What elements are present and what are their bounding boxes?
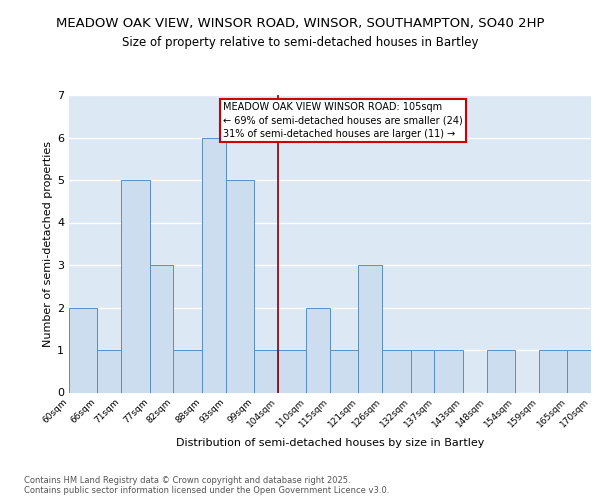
Bar	[306, 308, 330, 392]
Bar	[434, 350, 463, 393]
Bar	[149, 265, 173, 392]
Y-axis label: Number of semi-detached properties: Number of semi-detached properties	[43, 141, 53, 347]
Bar	[173, 350, 202, 393]
Bar	[97, 350, 121, 393]
Bar	[69, 308, 97, 392]
Bar	[202, 138, 226, 392]
Bar	[121, 180, 149, 392]
Bar	[254, 350, 278, 393]
Bar	[539, 350, 567, 393]
Bar	[410, 350, 434, 393]
Bar	[567, 350, 591, 393]
Text: MEADOW OAK VIEW, WINSOR ROAD, WINSOR, SOUTHAMPTON, SO40 2HP: MEADOW OAK VIEW, WINSOR ROAD, WINSOR, SO…	[56, 18, 544, 30]
Bar	[226, 180, 254, 392]
Text: MEADOW OAK VIEW WINSOR ROAD: 105sqm
← 69% of semi-detached houses are smaller (2: MEADOW OAK VIEW WINSOR ROAD: 105sqm ← 69…	[223, 102, 463, 139]
Bar	[487, 350, 515, 393]
X-axis label: Distribution of semi-detached houses by size in Bartley: Distribution of semi-detached houses by …	[176, 438, 484, 448]
Text: Contains HM Land Registry data © Crown copyright and database right 2025.
Contai: Contains HM Land Registry data © Crown c…	[24, 476, 389, 495]
Bar	[330, 350, 358, 393]
Text: Size of property relative to semi-detached houses in Bartley: Size of property relative to semi-detach…	[122, 36, 478, 49]
Bar	[278, 350, 306, 393]
Bar	[382, 350, 410, 393]
Bar	[358, 265, 382, 392]
